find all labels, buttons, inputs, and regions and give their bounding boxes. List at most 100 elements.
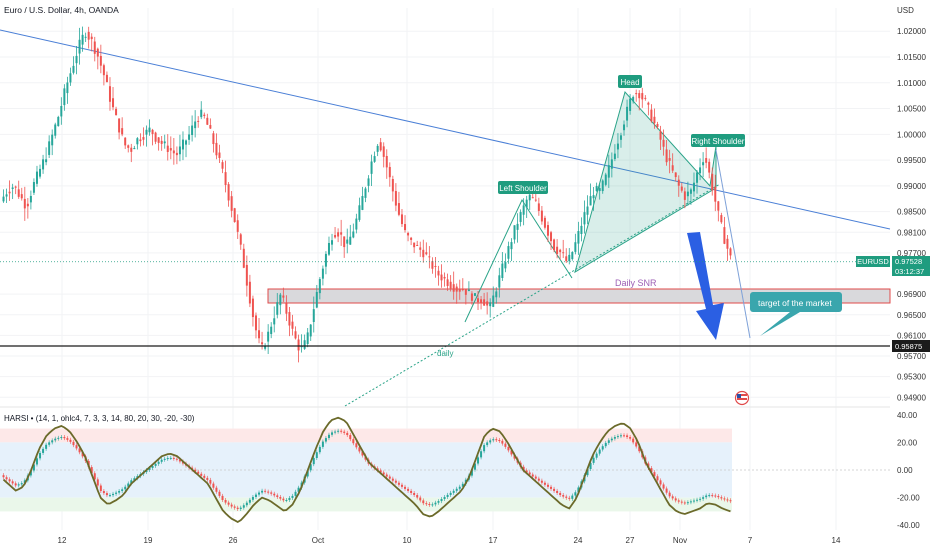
ha-body xyxy=(404,486,407,489)
ha-body xyxy=(355,443,358,448)
ha-body xyxy=(343,431,346,433)
ha-body xyxy=(212,483,215,488)
time-tick: 10 xyxy=(403,536,412,545)
projection-line[interactable] xyxy=(715,149,751,339)
last-price-value: 0.97528 xyxy=(895,257,922,266)
price-tick: 0.94900 xyxy=(897,393,926,402)
ha-body xyxy=(127,483,130,487)
daily-trendline[interactable] xyxy=(344,183,721,407)
ha-body xyxy=(29,470,32,476)
candle-body xyxy=(26,203,29,207)
candle-body xyxy=(629,98,632,111)
ha-body xyxy=(449,492,452,495)
ha-body xyxy=(376,468,379,471)
ha-body xyxy=(96,479,99,486)
ha-body xyxy=(206,477,209,480)
candle-body xyxy=(254,315,257,331)
price-tick: 1.02000 xyxy=(897,27,926,36)
price-tick: 1.00000 xyxy=(897,130,926,139)
candle-body xyxy=(148,127,151,133)
candle-body xyxy=(142,137,145,140)
candle-body xyxy=(258,330,261,339)
descending-trendline[interactable] xyxy=(0,29,891,230)
candle-body xyxy=(480,299,483,304)
ha-body xyxy=(425,503,428,505)
ha-body xyxy=(574,492,577,496)
candle-body xyxy=(419,247,422,250)
time-axis[interactable]: 12 19 26 Oct 10 17 24 27 Nov 7 14 xyxy=(58,536,841,545)
ha-body xyxy=(689,501,692,503)
ha-body xyxy=(148,467,151,470)
candle-body xyxy=(391,179,394,192)
price-tick: 1.01500 xyxy=(897,53,926,62)
left-shoulder-leg[interactable] xyxy=(464,198,573,323)
ha-body xyxy=(556,490,559,493)
candle-body xyxy=(507,246,510,259)
oscillator-tick: 0.00 xyxy=(897,466,913,475)
ha-body xyxy=(671,496,674,499)
ha-body xyxy=(273,493,276,496)
ha-body xyxy=(559,492,562,496)
head-shoulders-pattern[interactable] xyxy=(574,90,717,274)
candle-body xyxy=(112,98,115,108)
candle-body xyxy=(595,186,598,192)
ha-body xyxy=(349,435,352,440)
oscillator-panel: 40.00 20.00 0.00 -20.00 -40.00 xyxy=(0,411,920,530)
candle-body xyxy=(358,205,361,220)
ha-body xyxy=(379,470,382,473)
ha-body xyxy=(422,500,425,504)
candle-body xyxy=(586,206,589,215)
candle-body xyxy=(5,194,8,197)
candle-body xyxy=(671,165,674,171)
oscillator-tick: 20.00 xyxy=(897,438,918,447)
ha-body xyxy=(528,472,531,475)
candle-body xyxy=(96,48,99,57)
ha-body xyxy=(124,486,127,490)
ha-body xyxy=(242,505,245,508)
candle-body xyxy=(592,195,595,199)
ha-body xyxy=(437,501,440,503)
ha-body xyxy=(696,499,699,501)
candle-body xyxy=(197,120,200,122)
price-axis[interactable]: 1.02000 1.01500 1.01000 1.00500 1.00000 0.995… xyxy=(897,27,926,402)
candle-body xyxy=(699,167,702,174)
ha-body xyxy=(382,472,385,475)
us-flag-icon[interactable] xyxy=(734,390,750,406)
ha-body xyxy=(726,499,729,501)
ha-body xyxy=(5,477,8,480)
candle-body xyxy=(99,55,102,66)
ha-body xyxy=(461,483,464,487)
ha-body xyxy=(607,440,610,443)
candle-body xyxy=(489,302,492,307)
ha-body xyxy=(99,485,102,492)
candle-body xyxy=(635,93,638,95)
ha-body xyxy=(391,478,394,481)
ha-body xyxy=(166,458,169,460)
candle-body xyxy=(14,186,17,188)
ha-body xyxy=(504,443,507,447)
ha-body xyxy=(419,497,422,501)
ha-body xyxy=(495,439,498,441)
price-tick: 1.01000 xyxy=(897,79,926,88)
candle-body xyxy=(556,246,559,254)
candle-body xyxy=(276,302,279,315)
ha-body xyxy=(102,491,105,494)
ha-body xyxy=(282,498,285,501)
candle-body xyxy=(93,41,96,54)
candle-body xyxy=(702,162,705,166)
ha-body xyxy=(677,500,680,502)
ha-body xyxy=(632,438,635,443)
time-tick: 19 xyxy=(144,536,153,545)
candle-body xyxy=(236,220,239,232)
ha-body xyxy=(531,474,534,477)
target-callout[interactable]: target of the market xyxy=(750,292,842,336)
candle-body xyxy=(674,172,677,178)
candle-body xyxy=(404,224,407,231)
ha-body xyxy=(510,450,513,455)
ha-body xyxy=(385,474,388,477)
candle-body xyxy=(136,138,139,145)
candle-body xyxy=(623,124,626,131)
candle-body xyxy=(297,339,300,351)
ha-body xyxy=(239,507,242,509)
